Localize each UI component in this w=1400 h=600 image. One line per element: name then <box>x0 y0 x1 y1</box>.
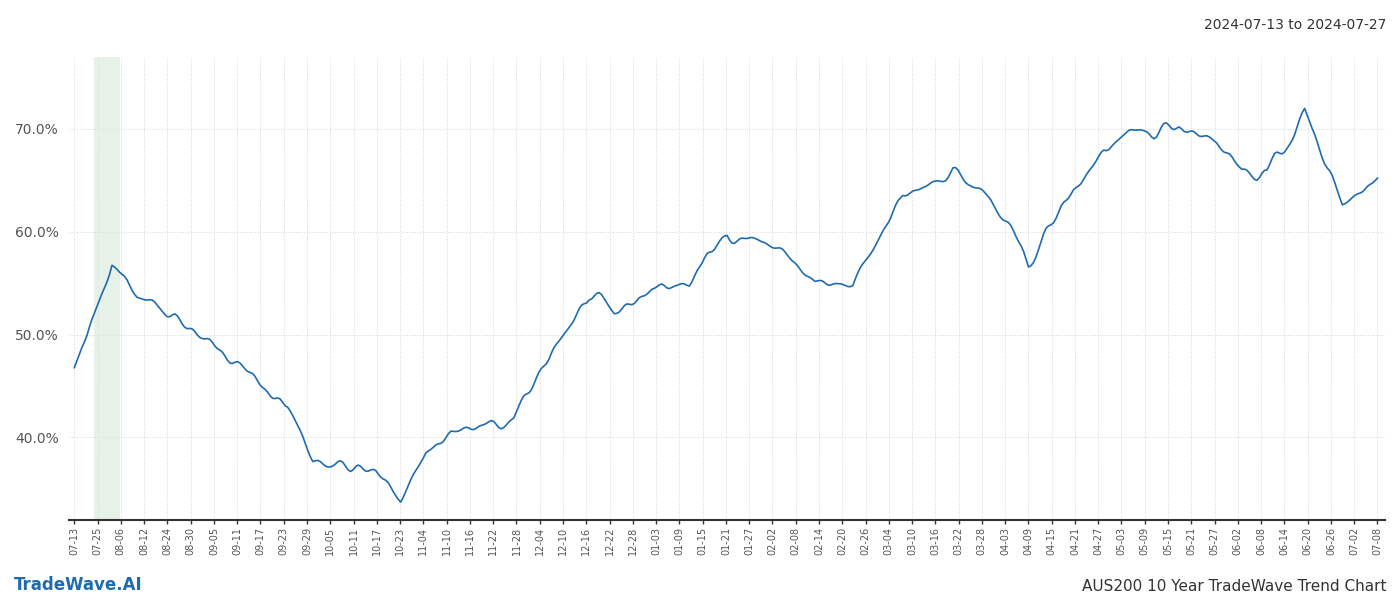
Bar <box>94 57 119 520</box>
Text: TradeWave.AI: TradeWave.AI <box>14 576 143 594</box>
Text: AUS200 10 Year TradeWave Trend Chart: AUS200 10 Year TradeWave Trend Chart <box>1081 579 1386 594</box>
Text: 2024-07-13 to 2024-07-27: 2024-07-13 to 2024-07-27 <box>1204 18 1386 32</box>
